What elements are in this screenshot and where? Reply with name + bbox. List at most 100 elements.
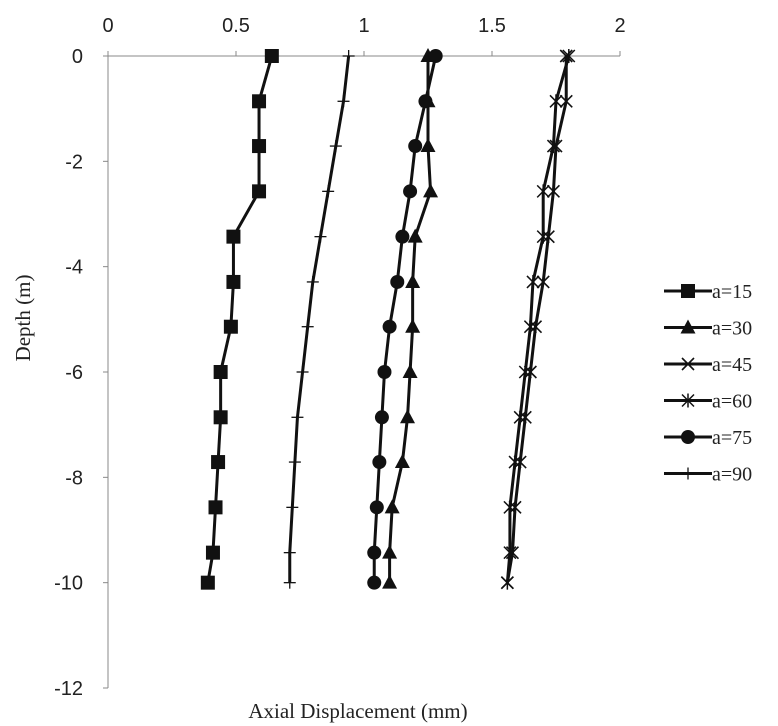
data-point	[208, 500, 223, 515]
data-point	[405, 318, 421, 333]
data-point	[546, 139, 560, 154]
data-point	[382, 544, 398, 559]
data-point	[291, 411, 304, 424]
legend-item: a=30	[664, 318, 752, 340]
series-a=90	[283, 50, 355, 589]
y-tick-label: -8	[65, 467, 83, 489]
data-point	[213, 410, 228, 425]
data-point	[372, 455, 387, 470]
data-point	[526, 274, 540, 289]
data-point	[374, 410, 389, 425]
data-point	[211, 455, 226, 470]
y-tick-label: -12	[54, 678, 83, 700]
data-point	[390, 274, 405, 289]
series-a=75	[367, 49, 443, 590]
plot-area: 0 0.5 1 1.5 2 0 -2 -4 -6 -8 -10 -12	[54, 15, 625, 700]
data-point	[420, 138, 436, 153]
series-line	[505, 56, 568, 583]
legend: a=15 a=30 a=45 a=60 a=75 a=90	[664, 281, 752, 486]
data-point	[382, 574, 398, 589]
data-point	[418, 94, 433, 109]
legend-marker	[682, 467, 694, 480]
data-point	[342, 50, 355, 62]
x-tick-label: 0	[102, 15, 113, 37]
data-point	[322, 185, 335, 198]
data-point	[226, 229, 241, 244]
data-point	[559, 49, 573, 63]
data-point	[337, 95, 350, 108]
data-point	[423, 183, 439, 198]
legend-label: a=30	[712, 318, 752, 340]
legend-label: a=90	[712, 464, 752, 486]
data-point	[226, 274, 241, 289]
series-line	[388, 56, 433, 583]
data-point	[306, 275, 319, 288]
y-tick-label: 0	[72, 46, 83, 68]
y-axis-title: Depth (m)	[11, 275, 35, 362]
data-point	[559, 94, 573, 108]
x-tick-label: 1.5	[478, 15, 506, 37]
data-point	[205, 545, 220, 560]
data-point	[213, 365, 228, 379]
x-axis-title: Axial Displacement (mm)	[248, 699, 467, 723]
x-ticks: 0 0.5 1 1.5 2	[102, 15, 626, 56]
data-point	[377, 365, 392, 379]
data-point	[513, 410, 527, 425]
x-tick-label: 1	[358, 15, 369, 37]
data-point	[562, 49, 576, 63]
x-tick-label: 2	[614, 15, 625, 37]
data-point	[369, 500, 384, 515]
data-point	[536, 184, 550, 199]
legend-label: a=15	[712, 281, 752, 303]
data-point	[296, 366, 309, 378]
data-point	[288, 456, 301, 469]
data-point	[536, 275, 550, 289]
y-tick-label: -4	[65, 257, 83, 279]
data-point	[403, 184, 418, 199]
data-point	[252, 139, 267, 154]
data-point	[252, 184, 267, 199]
legend-marker	[681, 430, 695, 444]
data-point	[402, 364, 418, 378]
series-a=45	[500, 49, 573, 590]
data-point	[283, 546, 296, 559]
legend-label: a=45	[712, 354, 752, 376]
legend-label: a=75	[712, 427, 752, 449]
legend-label: a=60	[712, 391, 752, 413]
y-tick-label: -6	[65, 362, 83, 384]
legend-item: a=60	[664, 391, 752, 413]
data-point	[367, 575, 382, 590]
data-point	[264, 49, 279, 63]
y-ticks: 0 -2 -4 -6 -8 -10 -12	[54, 46, 108, 700]
series-layer	[200, 48, 576, 590]
legend-item: a=45	[664, 354, 752, 376]
data-point	[523, 319, 537, 334]
data-point	[252, 94, 267, 109]
series-line	[372, 55, 438, 583]
data-point	[500, 575, 514, 590]
data-point	[200, 575, 215, 590]
legend-marker	[680, 319, 696, 334]
data-point	[549, 94, 563, 109]
data-point	[301, 320, 314, 333]
data-point	[503, 545, 517, 560]
data-point	[428, 49, 443, 63]
data-point	[518, 365, 532, 379]
data-point	[329, 140, 342, 153]
data-point	[508, 455, 522, 470]
y-tick-label: -10	[54, 573, 83, 595]
series-line	[288, 55, 351, 583]
legend-item: a=90	[664, 464, 752, 486]
data-point	[503, 500, 517, 515]
legend-item: a=75	[664, 427, 752, 449]
data-point	[223, 319, 238, 334]
series-a=60	[500, 49, 576, 590]
data-point	[536, 229, 550, 244]
legend-marker	[681, 393, 695, 408]
data-point	[314, 230, 327, 243]
data-point	[286, 501, 299, 514]
legend-item: a=15	[664, 281, 752, 303]
data-point	[283, 576, 296, 589]
y-tick-label: -2	[65, 151, 83, 173]
